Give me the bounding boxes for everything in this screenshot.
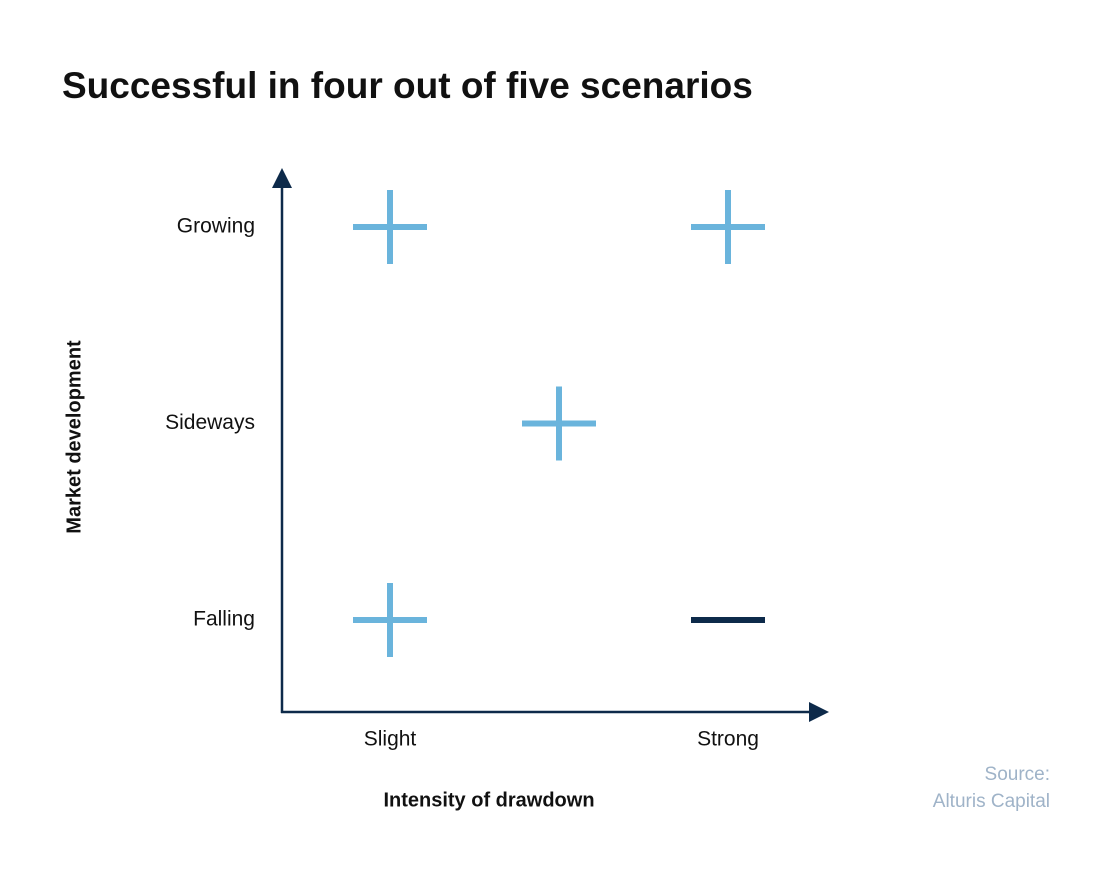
title: Successful in four out of five scenarios [62, 65, 753, 106]
y-category-label: Sideways [165, 411, 255, 434]
scenario-marker [522, 386, 596, 461]
x-category-label: Slight [364, 728, 417, 751]
y-axis-label: Market development [63, 340, 85, 534]
source: Alturis Capital [933, 791, 1050, 812]
scenario-marker [691, 190, 765, 264]
y-category-label: Growing [177, 215, 255, 238]
y-category-label: Falling [193, 608, 255, 631]
source: Source: [985, 764, 1050, 785]
scenario-marker [353, 190, 427, 264]
x-category-label: Strong [697, 728, 759, 751]
scenario-marker [353, 583, 427, 657]
x-axis-label: Intensity of drawdown [383, 789, 594, 811]
